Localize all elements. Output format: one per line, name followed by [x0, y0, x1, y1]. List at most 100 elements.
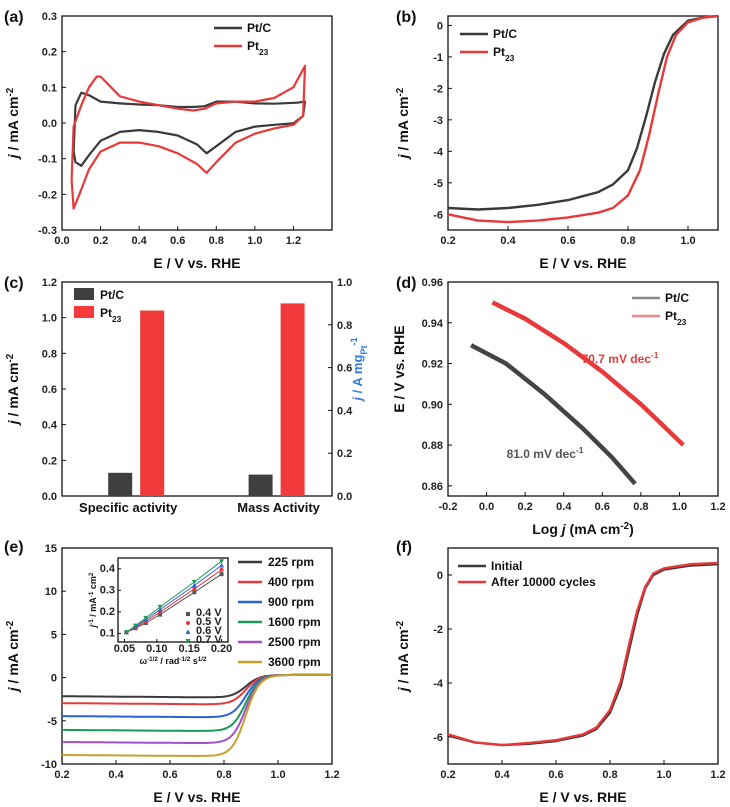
panel-d-annotation: 70.7 mV dec-1 [582, 350, 659, 366]
panel-a-xtick-label: 1.2 [286, 235, 301, 247]
panel-e-xtick-label: 1.0 [270, 769, 285, 781]
panel-e-inset-legend-label: 0.7 V [196, 634, 222, 646]
panel-d-xtick-label: -0.2 [439, 501, 458, 513]
panel-e-inset-ylabel-part: -1 [88, 619, 95, 625]
panel-e-inset-ylabel-part: j [88, 624, 98, 628]
panel-c-bar-ptc-0 [108, 472, 133, 496]
panel-a-ytick-label: 0.2 [42, 47, 57, 59]
panel-c-category-label: Mass Activity [237, 500, 320, 515]
panel-b-ylabel: j / mA cm-2 [395, 87, 412, 160]
panel-f-plot-frame [447, 547, 719, 765]
panel-e-ytick-label: 10 [45, 586, 57, 598]
panel-c-ytick-label: 0.0 [42, 491, 57, 503]
panel-e-inset-xlabel: ω-1/2 / rad-1/2 s1/2 [139, 656, 207, 667]
panel-b-ylabel-part: / mA cm [395, 96, 411, 154]
panel-a-xtick-label: 1.0 [247, 235, 262, 247]
panel-c-ytick-right-label: 0.4 [337, 405, 353, 417]
panel-e-inset-ylabel-part: cm [88, 576, 98, 592]
panel-a-xtick-label: 0.8 [209, 235, 224, 247]
panel-d-xtick-label: 1.0 [672, 501, 687, 513]
panel-e-ytick-label: 0 [51, 673, 57, 685]
panel-e-inset-ytick-label: 0.4 [100, 563, 116, 575]
panel-c-category-label: Specific activity [79, 500, 178, 515]
panel-e-inset-fit-line [126, 560, 222, 633]
panel-c-ytick-label: 0.4 [42, 420, 58, 432]
panel-d-ytick-label: 0.88 [422, 440, 443, 452]
panel-d-ylabel: E / V vs. RHE [391, 325, 407, 412]
panel-d-xlabel-part: ) [629, 521, 634, 537]
panel-b-xtick-label: 0.2 [440, 235, 455, 247]
panel-e-ytick-label: -5 [47, 716, 57, 728]
panel-e-inset-point [123, 630, 129, 635]
panel-e-inset-ytick-label: 0.3 [100, 584, 115, 596]
panel-a-xtick-label: 0.4 [131, 235, 147, 247]
panel-e-ylabel-part: j [5, 686, 21, 693]
panel-b-ytick-label: -5 [433, 178, 443, 190]
panel-c-ylabel-part: / mA cm [5, 362, 21, 420]
panel-f-xtick-label: 0.6 [548, 769, 563, 781]
panel-e-inset-xtick-label: 0.20 [211, 643, 232, 655]
panel-d-legend-label-part: Pt/C [665, 291, 689, 305]
panel-d-legend-label: Pt23 [665, 309, 687, 327]
panel-f-xtick-label: 0.4 [494, 769, 510, 781]
panel-f-legend-label-part: After 10000 cycles [491, 575, 596, 589]
panel-b-xtick-label: 0.6 [560, 235, 575, 247]
panel-f-series-after-10000-cycles [447, 561, 719, 747]
panel-d-xlabel-part: j [560, 521, 567, 537]
panel-e-inset-xlabel-part: ω [139, 656, 147, 666]
panel-e-inset-ylabel-part: / mA [88, 597, 98, 620]
panel-e-inset-legend-marker [186, 612, 190, 616]
panel-e-inset-point [157, 604, 163, 610]
panel-d-xtick-label: 0.6 [595, 501, 610, 513]
panel-e-inset-xlabel-part: / rad [158, 656, 180, 666]
panel-e-inset-point [219, 567, 224, 572]
panel-e-inset-xtick-label: 0.10 [146, 643, 167, 655]
panel-c-ylabel-right-part: -1 [349, 337, 359, 345]
panel-e-inset-ytick-label: 0.1 [100, 627, 115, 639]
panel-a-ytick-label: -0.2 [38, 189, 57, 201]
panel-e-ytick-label: 5 [51, 629, 57, 641]
panel-e-xtick-label: 0.8 [216, 769, 231, 781]
panel-f-ylabel-part: -2 [395, 620, 406, 629]
panel-c-ytick-label: 0.8 [42, 348, 57, 360]
panel-d-legend-label-part: 23 [677, 317, 687, 327]
panel-b-legend-label-part: Pt [493, 45, 505, 59]
panel-c-ytick-right-label: 0.6 [337, 363, 352, 375]
panel-e-ylabel-part: / mA cm [5, 629, 21, 687]
panel-b-legend-label-part: Pt/C [493, 27, 517, 41]
panel-f-ylabel: j / mA cm-2 [395, 620, 412, 693]
panel-d-xtick-label: 0.4 [556, 501, 572, 513]
panel-c-ytick-right-label: 1.0 [337, 277, 352, 289]
panel-f-xtick-label: 1.2 [710, 769, 725, 781]
panel-b-xlabel: E / V vs. RHE [539, 255, 626, 271]
panel-a-legend-label: Pt/C [247, 21, 271, 35]
panel-e-inset-frame [117, 557, 229, 643]
panel-e-inset-xlabel-part: s [190, 656, 198, 666]
panel-e-inset-point [219, 563, 225, 568]
panel-f-ytick-label: -6 [433, 732, 443, 744]
panel-c-legend-label-part: Pt [100, 306, 112, 320]
panel-c-ytick-label: 0.2 [42, 455, 57, 467]
panel-b-ytick-label: -3 [433, 115, 443, 127]
panel-e-legend-label: 900 rpm [268, 595, 314, 609]
panel-d-ytick-label: 0.96 [422, 277, 443, 289]
panel-e-ytick-label: 15 [45, 543, 57, 555]
panel-c-legend-label-part: 23 [112, 314, 122, 324]
panel-a-legend-label-part: 23 [259, 47, 269, 57]
panel-c-ylabel-right-part: Pt [359, 346, 369, 355]
panel-d-ytick-label: 0.90 [422, 399, 443, 411]
panel-d-xtick-label: 0.2 [517, 501, 532, 513]
panel-e-series-225-rpm [62, 673, 332, 699]
panel-c-legend-label-part: Pt/C [100, 288, 124, 302]
panel-c-ytick-right-label: 0.2 [337, 448, 352, 460]
panel-e-inset-point [191, 582, 197, 588]
panel-d-xlabel-part: -2 [620, 521, 629, 532]
panel-a-ytick-label: -0.1 [38, 154, 57, 166]
panel-f-xlabel: E / V vs. RHE [539, 789, 626, 805]
panel-d-tag: (d) [396, 275, 416, 292]
panel-e-inset-ylabel: j-1 / mA-1 cm2 [88, 572, 99, 628]
panel-e-inset-xlabel-part: -1/2 [147, 656, 158, 663]
panel-e-inset-ylabel-part: 2 [88, 572, 95, 576]
panel-c-tag: (c) [4, 275, 24, 292]
panel-e-inset-xlabel-part: -1/2 [179, 656, 190, 663]
